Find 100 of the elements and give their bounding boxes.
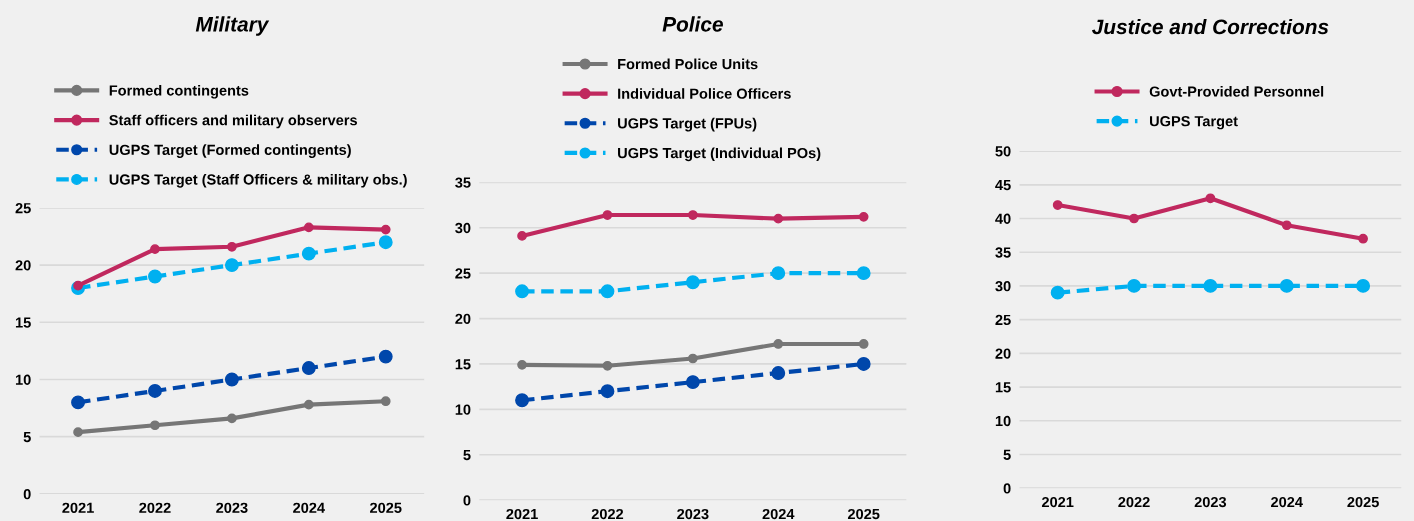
y-tick-label: 35 <box>995 247 1011 258</box>
point <box>301 361 316 376</box>
point <box>687 210 698 220</box>
point <box>1356 278 1371 293</box>
point <box>380 224 391 235</box>
legend-label: Staff officers and military observers <box>109 114 357 129</box>
legend-label: UGPS Target (FPUs) <box>618 117 757 132</box>
x-tick-label: 2023 <box>216 502 248 513</box>
y-tick-label: 20 <box>15 260 31 271</box>
point <box>1127 278 1141 293</box>
point <box>602 210 613 220</box>
point <box>380 396 391 407</box>
y-tick-label: 15 <box>995 382 1011 393</box>
point <box>515 284 529 299</box>
point <box>150 244 160 254</box>
point <box>303 222 314 233</box>
x-tick-label: 2023 <box>677 508 709 520</box>
y-tick-label: 45 <box>995 180 1011 191</box>
legend-label: UGPS Target (Formed contingents) <box>109 144 351 158</box>
point <box>378 349 393 364</box>
x-tick-label: 2022 <box>1118 496 1150 508</box>
point <box>378 235 393 250</box>
x-tick-label: 2021 <box>62 502 94 513</box>
x-tick-label: 2022 <box>591 508 624 520</box>
y-tick-label: 20 <box>455 313 471 324</box>
x-tick-label: 2021 <box>1041 496 1074 508</box>
point <box>687 353 698 364</box>
point <box>1281 220 1292 231</box>
point <box>1358 233 1368 244</box>
point <box>685 275 700 290</box>
point <box>224 372 239 387</box>
point <box>1052 200 1063 210</box>
point <box>73 427 83 437</box>
y-tick-label: 25 <box>995 314 1011 326</box>
point <box>224 258 239 273</box>
y-tick-label: 10 <box>15 374 31 385</box>
x-tick-label: 2025 <box>1347 496 1379 508</box>
x-tick-label: 2022 <box>139 502 171 513</box>
point <box>227 241 237 252</box>
y-tick-label: 30 <box>455 222 471 234</box>
point <box>600 384 615 399</box>
point <box>1203 278 1218 293</box>
x-tick-label: 2024 <box>762 508 795 520</box>
point <box>600 284 615 299</box>
point <box>517 360 527 370</box>
point <box>227 413 237 424</box>
legend-label: Individual Police Officers <box>618 88 791 99</box>
y-tick-label: 25 <box>15 202 31 214</box>
point <box>771 266 786 281</box>
y-tick-label: 10 <box>455 404 471 415</box>
y-tick-label: 20 <box>995 348 1011 359</box>
legend-label: Govt-Provided Personnel <box>1149 86 1324 97</box>
point <box>150 420 160 431</box>
point <box>303 399 314 410</box>
point <box>773 339 784 349</box>
point <box>856 357 871 371</box>
point <box>858 211 869 222</box>
point <box>858 339 869 349</box>
point <box>515 393 529 408</box>
point <box>301 246 316 261</box>
y-tick-label: 30 <box>995 281 1011 292</box>
legend-label: Formed Police Units <box>618 58 758 70</box>
point <box>517 231 527 241</box>
x-tick-label: 2024 <box>293 502 325 513</box>
y-tick-label: 15 <box>15 317 31 328</box>
point <box>1205 193 1216 204</box>
y-tick-label: 15 <box>455 359 471 370</box>
point <box>71 395 85 410</box>
y-tick-label: 5 <box>23 431 31 443</box>
y-tick-label: 5 <box>1003 449 1011 460</box>
y-tick-label: 50 <box>995 146 1011 157</box>
x-tick-label: 2021 <box>506 508 538 520</box>
point <box>148 269 162 284</box>
y-tick-label: 25 <box>455 268 471 279</box>
y-tick-label: 35 <box>455 177 471 188</box>
y-tick-label: 10 <box>995 415 1011 427</box>
chart-title: Police <box>662 16 723 32</box>
legend-label: UGPS Target (Staff Officers & military obs.) <box>109 173 407 188</box>
point <box>73 280 83 291</box>
point <box>685 375 700 390</box>
chart-title: Justice and Corrections <box>1091 18 1329 35</box>
y-tick-label: 0 <box>463 495 471 506</box>
x-tick-label: 2024 <box>1271 496 1303 508</box>
x-tick-label: 2023 <box>1194 496 1227 508</box>
point <box>1279 278 1294 293</box>
point <box>148 383 162 398</box>
point <box>1050 285 1065 300</box>
point <box>602 360 613 371</box>
point <box>856 266 871 281</box>
y-tick-label: 0 <box>23 489 31 500</box>
legend-label: UGPS Target <box>1150 116 1238 130</box>
y-tick-label: 0 <box>1003 483 1011 494</box>
y-tick-label: 5 <box>463 450 471 461</box>
x-tick-label: 2025 <box>847 508 880 520</box>
point <box>1129 213 1139 224</box>
x-tick-label: 2025 <box>370 502 402 513</box>
legend-label: UGPS Target (Individual POs) <box>618 147 821 162</box>
point <box>771 366 786 380</box>
point <box>773 213 784 224</box>
legend-label: Formed contingents <box>109 84 249 99</box>
